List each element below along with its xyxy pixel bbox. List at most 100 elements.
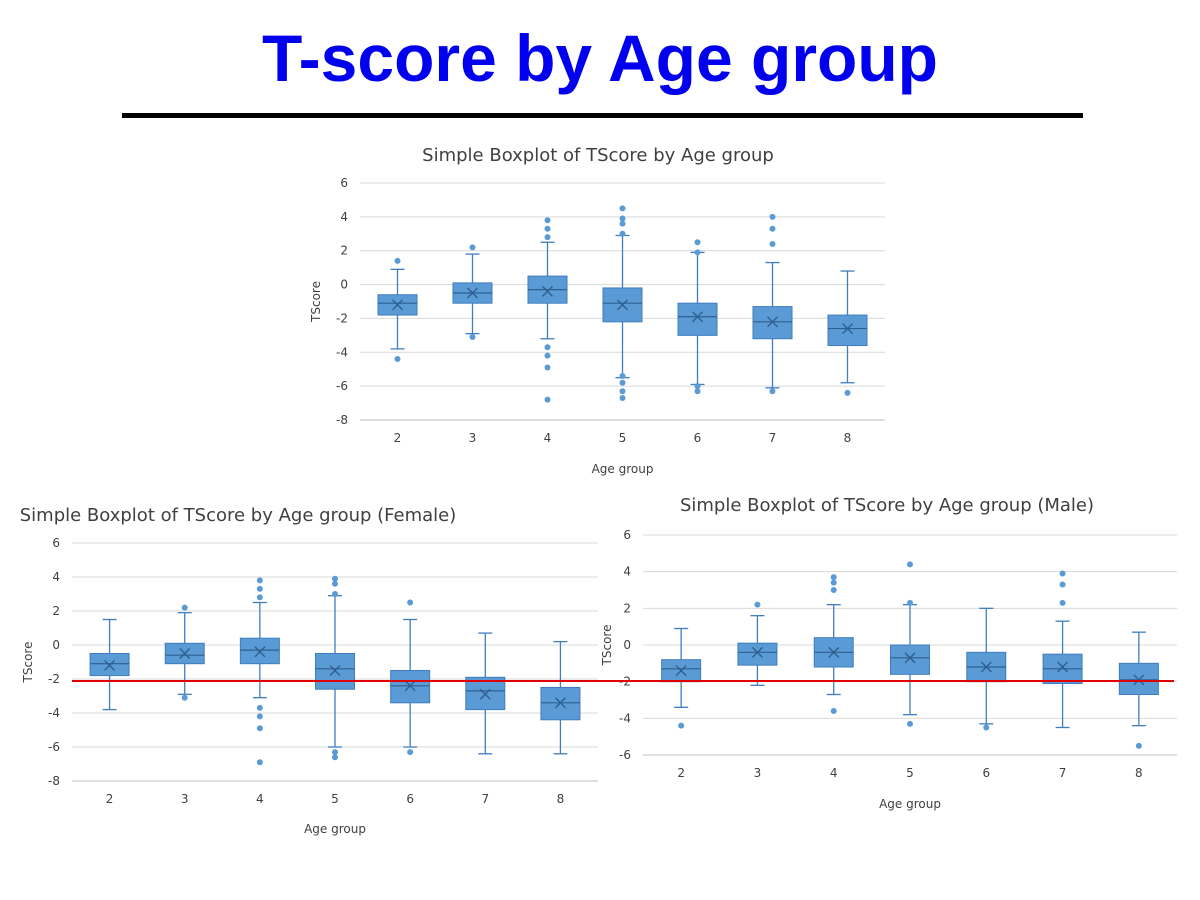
y-tick-label: -2 bbox=[336, 311, 348, 325]
y-tick-label: 0 bbox=[52, 638, 60, 652]
box-group bbox=[1042, 570, 1083, 729]
x-tick-label: 8 bbox=[557, 792, 565, 806]
mean-marker bbox=[467, 287, 478, 299]
y-tick-label: 2 bbox=[340, 244, 348, 258]
mean-marker bbox=[980, 661, 992, 673]
chart-title: Simple Boxplot of TScore by Age group (F… bbox=[20, 505, 457, 526]
y-tick-label: 0 bbox=[623, 638, 631, 652]
outlier-point bbox=[332, 580, 338, 587]
outlier-point bbox=[256, 759, 263, 766]
slide-title: T-score by Age group bbox=[262, 21, 938, 95]
mean-marker bbox=[617, 299, 628, 311]
y-tick-label: 4 bbox=[340, 210, 348, 224]
y-tick-label: -2 bbox=[48, 672, 60, 686]
y-tick-label: -6 bbox=[336, 379, 348, 393]
threshold-line bbox=[72, 680, 1174, 682]
box-group bbox=[465, 632, 506, 755]
outlier-point bbox=[181, 604, 188, 611]
box-iqr bbox=[827, 314, 868, 347]
box-group bbox=[315, 575, 355, 761]
box-group bbox=[827, 270, 868, 396]
outlier-point bbox=[769, 225, 776, 232]
outlier-point bbox=[694, 383, 701, 390]
x-tick-label: 6 bbox=[406, 792, 414, 806]
y-tick-label: 0 bbox=[340, 278, 348, 292]
chart-title: Simple Boxplot of TScore by Age group (M… bbox=[680, 495, 1094, 516]
outlier-point bbox=[694, 239, 701, 246]
outlier-point bbox=[256, 585, 263, 592]
outlier-point bbox=[619, 205, 626, 212]
box-group bbox=[737, 601, 778, 686]
outlier-point bbox=[407, 749, 414, 756]
y-tick-label: 6 bbox=[52, 536, 60, 550]
y-tick-label: -6 bbox=[619, 748, 631, 762]
outlier-point bbox=[769, 213, 776, 220]
mean-marker bbox=[1057, 661, 1069, 673]
box-group bbox=[813, 574, 854, 714]
outlier-point bbox=[256, 713, 263, 720]
outlier-point bbox=[619, 372, 626, 379]
x-tick-label: 7 bbox=[769, 431, 777, 445]
outlier-point bbox=[181, 694, 188, 701]
mean-marker bbox=[392, 299, 403, 311]
outlier-point bbox=[394, 356, 401, 363]
y-axis-label: TScore bbox=[600, 625, 614, 667]
x-tick-label: 3 bbox=[469, 431, 477, 445]
boxplot-female: Simple Boxplot of TScore by Age group (F… bbox=[20, 505, 598, 836]
outlier-point bbox=[619, 388, 626, 395]
x-axis-label: Age group bbox=[304, 822, 366, 836]
outlier-point bbox=[469, 244, 476, 251]
outlier-point bbox=[544, 217, 551, 224]
outlier-point bbox=[332, 575, 338, 582]
box-group bbox=[602, 205, 643, 401]
outlier-point bbox=[544, 225, 551, 232]
y-tick-label: -4 bbox=[48, 706, 60, 720]
y-axis-label: TScore bbox=[21, 642, 35, 684]
outlier-point bbox=[619, 379, 626, 386]
outlier-point bbox=[332, 591, 338, 597]
mean-marker bbox=[692, 311, 703, 323]
y-tick-label: 6 bbox=[340, 176, 348, 190]
outlier-point bbox=[256, 704, 263, 711]
box-iqr bbox=[752, 306, 793, 340]
x-tick-label: 2 bbox=[394, 431, 402, 445]
outlier-point bbox=[1059, 581, 1066, 588]
mean-marker bbox=[904, 652, 916, 664]
outlier-point bbox=[1059, 570, 1066, 577]
outlier-point bbox=[407, 599, 414, 606]
box-group bbox=[752, 213, 793, 395]
y-axis-label: TScore bbox=[309, 281, 323, 323]
boxplot-all: Simple Boxplot of TScore by Age group 6 4 2… bbox=[309, 145, 885, 476]
y-tick-label: 4 bbox=[623, 565, 631, 579]
outlier-point bbox=[754, 601, 761, 608]
mean-marker bbox=[842, 323, 853, 335]
x-tick-label: 2 bbox=[677, 766, 685, 780]
outlier-point bbox=[769, 388, 776, 395]
outlier-point bbox=[830, 579, 837, 586]
x-tick-label: 8 bbox=[1135, 766, 1143, 780]
chart-title: Simple Boxplot of TScore by Age group bbox=[422, 145, 774, 166]
x-tick-label: 8 bbox=[844, 431, 852, 445]
outlier-point bbox=[619, 394, 626, 401]
y-tick-label: 2 bbox=[623, 601, 631, 615]
box-group bbox=[890, 561, 930, 727]
y-tick-label: -4 bbox=[619, 711, 631, 725]
x-tick-label: 4 bbox=[256, 792, 264, 806]
outlier-point bbox=[619, 220, 626, 227]
x-tick-label: 7 bbox=[481, 792, 489, 806]
outlier-point bbox=[544, 352, 551, 359]
outlier-point bbox=[332, 754, 338, 761]
outlier-point bbox=[830, 708, 837, 714]
y-tick-label: 2 bbox=[52, 604, 60, 618]
outlier-point bbox=[619, 230, 626, 237]
outlier-point bbox=[544, 364, 551, 371]
y-tick-label: -6 bbox=[48, 740, 60, 754]
outlier-point bbox=[1135, 742, 1142, 749]
box-group bbox=[677, 239, 718, 395]
outlier-point bbox=[544, 344, 551, 351]
outlier-point bbox=[830, 574, 837, 581]
mean-marker bbox=[1133, 674, 1145, 686]
mean-marker bbox=[675, 665, 687, 677]
outlier-point bbox=[544, 234, 551, 241]
y-tick-label: -8 bbox=[48, 774, 60, 788]
